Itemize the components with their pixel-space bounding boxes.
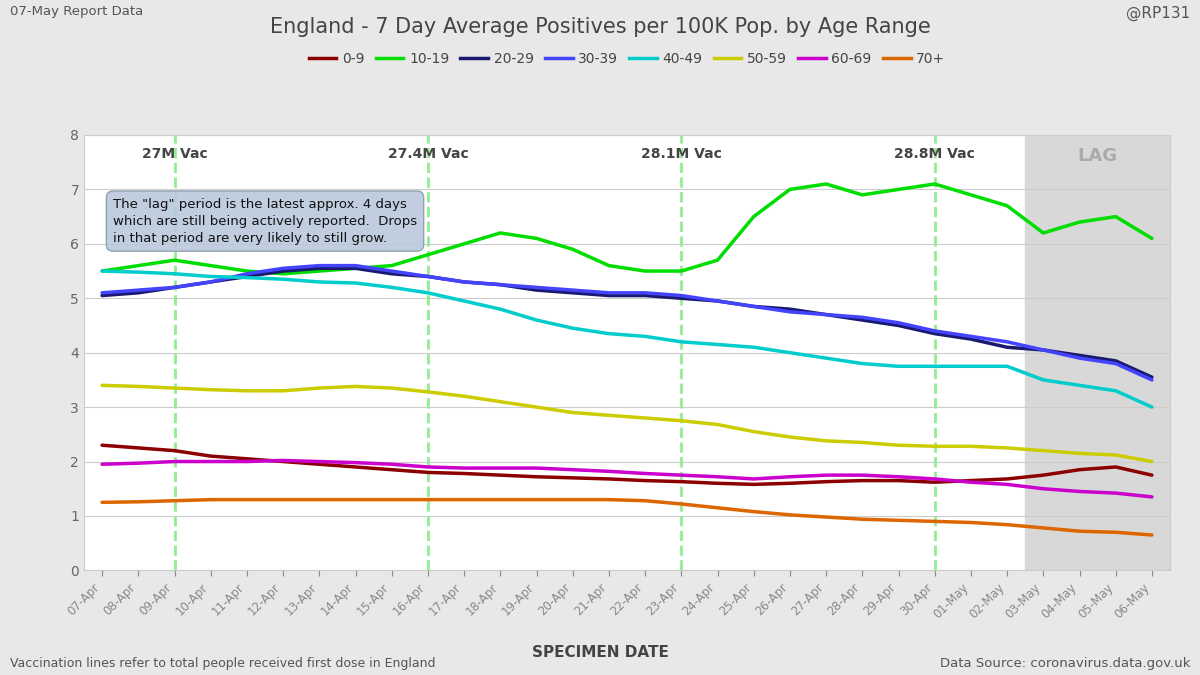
Text: SPECIMEN DATE: SPECIMEN DATE <box>532 645 668 660</box>
Text: Vaccination lines refer to total people received first dose in England: Vaccination lines refer to total people … <box>10 657 436 670</box>
Text: England - 7 Day Average Positives per 100K Pop. by Age Range: England - 7 Day Average Positives per 10… <box>270 17 930 37</box>
Text: 28.1M Vac: 28.1M Vac <box>641 147 721 161</box>
Text: Data Source: coronavirus.data.gov.uk: Data Source: coronavirus.data.gov.uk <box>940 657 1190 670</box>
Text: The "lag" period is the latest approx. 4 days
which are still being actively rep: The "lag" period is the latest approx. 4… <box>113 198 418 244</box>
Text: LAG: LAG <box>1078 147 1117 165</box>
Text: 27M Vac: 27M Vac <box>142 147 208 161</box>
Text: @RP131: @RP131 <box>1126 5 1190 21</box>
Legend: 0-9, 10-19, 20-29, 30-39, 40-49, 50-59, 60-69, 70+: 0-9, 10-19, 20-29, 30-39, 40-49, 50-59, … <box>304 46 950 72</box>
Bar <box>1025 135 1170 570</box>
Text: 07-May Report Data: 07-May Report Data <box>10 5 143 18</box>
Text: 28.8M Vac: 28.8M Vac <box>894 147 976 161</box>
Text: 27.4M Vac: 27.4M Vac <box>388 147 468 161</box>
